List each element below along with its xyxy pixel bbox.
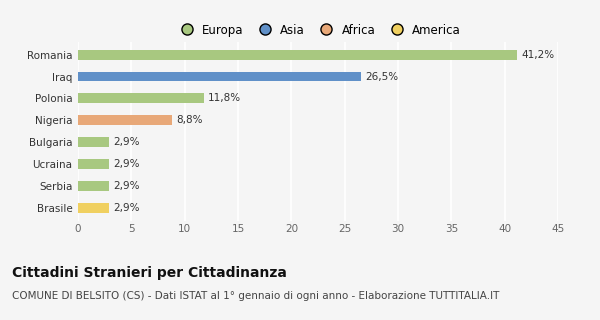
Text: 26,5%: 26,5% — [365, 72, 398, 82]
Text: Cittadini Stranieri per Cittadinanza: Cittadini Stranieri per Cittadinanza — [12, 266, 287, 280]
Bar — [78, 93, 204, 103]
Text: COMUNE DI BELSITO (CS) - Dati ISTAT al 1° gennaio di ogni anno - Elaborazione TU: COMUNE DI BELSITO (CS) - Dati ISTAT al 1… — [12, 291, 499, 301]
Bar — [78, 72, 361, 82]
Bar — [78, 203, 109, 213]
Bar — [78, 159, 109, 169]
Text: 41,2%: 41,2% — [522, 50, 555, 60]
Bar — [78, 115, 172, 125]
Text: 2,9%: 2,9% — [113, 181, 140, 191]
Legend: Europa, Asia, Africa, America: Europa, Asia, Africa, America — [170, 19, 466, 41]
Bar — [78, 137, 109, 147]
Text: 8,8%: 8,8% — [176, 115, 203, 125]
Text: 11,8%: 11,8% — [208, 93, 241, 103]
Text: 2,9%: 2,9% — [113, 159, 140, 169]
Bar — [78, 50, 517, 60]
Bar — [78, 181, 109, 191]
Text: 2,9%: 2,9% — [113, 137, 140, 147]
Text: 2,9%: 2,9% — [113, 203, 140, 213]
